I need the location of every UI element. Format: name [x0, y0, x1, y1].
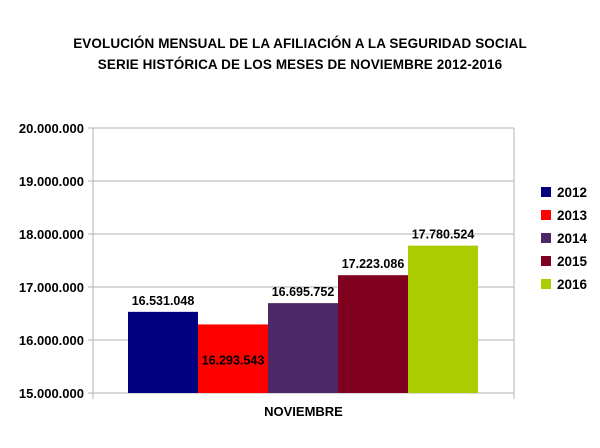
legend-swatch-2013 — [541, 210, 551, 220]
chart-title: EVOLUCIÓN MENSUAL DE LA AFILIACIÓN A LA … — [73, 36, 527, 51]
bar-2014 — [268, 303, 338, 393]
legend-label-2014: 2014 — [557, 231, 588, 246]
bar-2013 — [198, 324, 268, 393]
data-label-2015: 17.223.086 — [342, 257, 405, 271]
legend-swatch-2014 — [541, 233, 551, 243]
data-label-2013: 16.293.543 — [202, 353, 265, 367]
y-tick-label: 17.000.000 — [19, 280, 84, 295]
legend-label-2013: 2013 — [557, 208, 588, 223]
y-tick-label: 18.000.000 — [19, 227, 84, 242]
data-label-2012: 16.531.048 — [132, 294, 195, 308]
y-tick-label: 15.000.000 — [19, 386, 84, 401]
y-tick-label: 20.000.000 — [19, 121, 84, 136]
legend-swatch-2012 — [541, 187, 551, 197]
axes: 15.000.000 16.000.000 17.000.000 18.000.000… — [19, 121, 515, 419]
data-labels: 16.531.048 16.293.543 16.695.752 17.223.086… — [132, 228, 475, 368]
bar-2016 — [408, 245, 478, 393]
bar-2012 — [128, 311, 198, 393]
legend: 2012 2013 2014 2015 2016 — [541, 185, 588, 292]
legend-swatch-2016 — [541, 279, 551, 289]
chart-subtitle: SERIE HISTÓRICA DE LOS MESES DE NOVIEMBR… — [97, 57, 503, 72]
legend-label-2016: 2016 — [557, 277, 588, 292]
y-tick-label: 19.000.000 — [19, 174, 84, 189]
bar-2015 — [338, 275, 408, 393]
x-tick-label: NOVIEMBRE — [264, 404, 343, 419]
data-label-2014: 16.695.752 — [272, 285, 335, 299]
legend-swatch-2015 — [541, 256, 551, 266]
bars — [128, 245, 478, 393]
legend-label-2012: 2012 — [557, 185, 587, 200]
y-tick-label: 16.000.000 — [19, 333, 84, 348]
legend-label-2015: 2015 — [557, 254, 588, 269]
data-label-2016: 17.780.524 — [412, 228, 475, 242]
